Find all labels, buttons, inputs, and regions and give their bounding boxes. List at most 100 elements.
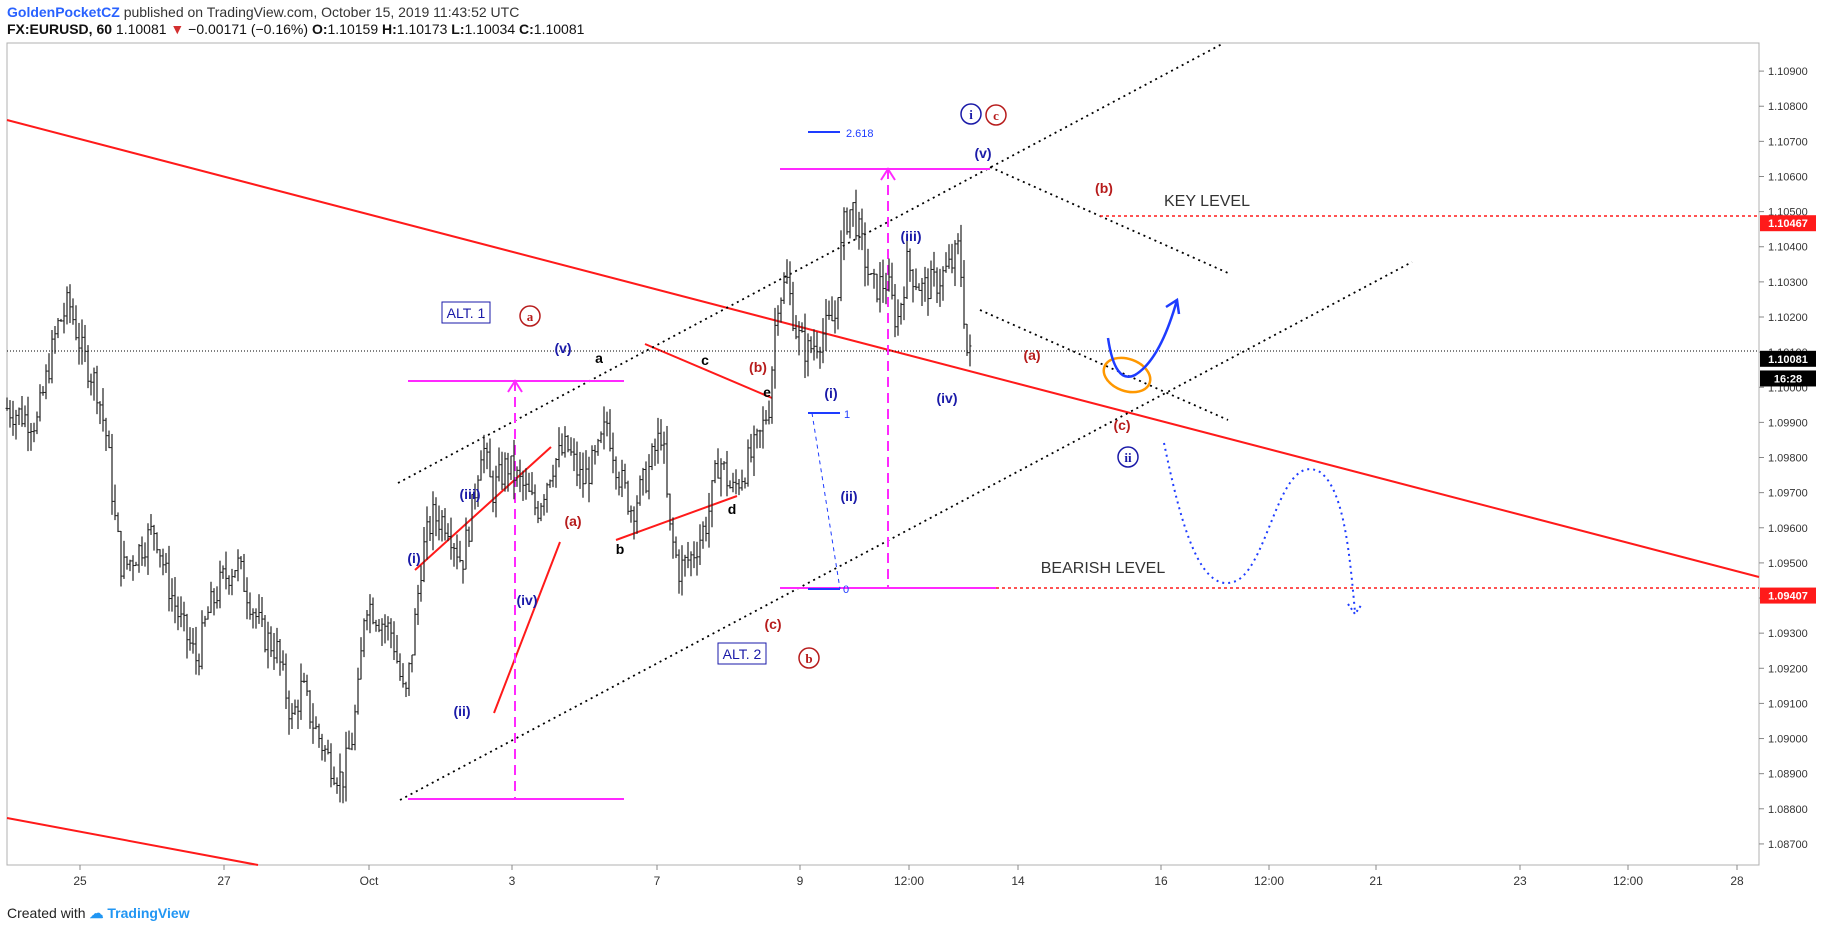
wave-label[interactable]: d [728,501,737,517]
wave-label[interactable]: (ii) [840,488,857,504]
wave-label[interactable]: (iv) [517,592,538,608]
price-tick-label: 1.09100 [1768,698,1808,710]
close-value: 1.10081 [533,21,585,37]
circled-wave-marker[interactable] [1117,446,1139,468]
high-label: H: [382,21,397,37]
bullish-arrow-path[interactable] [1106,299,1179,378]
tradingview-logo-icon[interactable]: ☁ [89,905,104,921]
time-tick-label: 23 [1513,874,1527,888]
bearish-forecast-path[interactable] [1163,442,1356,613]
time-axis[interactable]: 25 27 Oct 3 7 9 12:00 14 16 12:00 21 23 12:00 28 [73,865,1744,888]
flag-upper[interactable] [989,166,1229,274]
price-marker-text: 1.10081 [1768,354,1808,366]
price-tick-label: 1.10400 [1768,242,1808,254]
symbol-name[interactable]: FX:EURUSD, 60 [7,21,113,37]
wave-label[interactable]: (i) [824,385,837,401]
wave-label[interactable]: (b) [1095,180,1113,196]
wave-labels: (i) (ii) (iii) (iv) (v) (i) (ii) (iii) (iv) (v) (a… [407,103,1250,719]
price-tick-label: 1.09000 [1768,734,1808,746]
price-marker-box[interactable] [1760,370,1816,387]
wave-label[interactable]: c [701,352,709,368]
price-marker-text: 1.10467 [1768,218,1808,230]
circled-wave-marker[interactable] [985,104,1007,126]
time-tick-label: 27 [217,874,231,888]
wave-label[interactable]: b [616,541,625,557]
open-label: O: [311,21,328,37]
triangle-upper-line[interactable] [644,343,773,399]
high-value: 1.10173 [396,21,448,37]
triangle-lower-line[interactable] [615,495,738,541]
wave-label[interactable]: (a) [564,513,581,529]
circled-wave-label: a [527,309,534,324]
symbol-legend: FX:EURUSD, 60 1.10081 ▼ −0.00171 (−0.16%… [7,21,584,37]
price-tick-label: 1.08800 [1768,804,1808,816]
circled-wave-label: b [805,651,812,666]
level-label[interactable]: BEARISH LEVEL [1041,560,1166,577]
price-tick-label: 1.09800 [1768,453,1808,465]
price-marker-box[interactable] [1760,215,1816,232]
diagonal-upper-line[interactable] [414,446,552,571]
wave-label[interactable]: e [763,384,771,400]
fib-level-label: 0 [843,584,849,596]
forecast-paths [1099,297,1363,616]
bullish-arrow-head [1165,297,1181,315]
wave-label[interactable]: (iii) [460,486,481,502]
price-tick-label: 1.10600 [1768,171,1808,183]
wave-label[interactable]: (i) [407,550,420,566]
trend-lines [6,43,1760,866]
circled-wave-label: c [993,108,999,123]
wave-label[interactable]: (c) [1113,417,1130,433]
wave-label[interactable]: (c) [764,616,781,632]
diagonal-lower-line[interactable] [493,541,561,714]
price-marker-box[interactable] [1760,587,1816,604]
price-tick-label: 1.10200 [1768,312,1808,324]
level-label[interactable]: KEY LEVEL [1164,193,1250,210]
channel-upper[interactable] [397,43,1223,484]
price-tick-label: 1.10800 [1768,101,1808,113]
channel-lower[interactable] [399,261,1413,801]
open-value: 1.10159 [327,21,379,37]
fib-diagonal [811,412,841,590]
publish-info: GoldenPocketCZ published on TradingView.… [7,4,519,20]
time-tick-label: 28 [1730,874,1744,888]
price-bars[interactable] [5,189,972,804]
wave-label[interactable]: (b) [749,359,767,375]
time-tick-label: 16 [1154,874,1168,888]
price-axis[interactable]: 1.109001.108001.107001.106001.105001.104… [1759,66,1808,851]
circled-wave-label: ii [1124,450,1132,465]
alt-box[interactable] [717,642,767,665]
mm2-arrow-head [880,167,896,181]
circled-wave-marker[interactable] [960,103,982,125]
price-marker-text: 16:28 [1774,373,1802,385]
price-tick-label: 1.09300 [1768,628,1808,640]
publisher-name[interactable]: GoldenPocketCZ [7,4,120,20]
price-tick-label: 1.09700 [1768,488,1808,500]
circled-wave-marker[interactable] [798,647,820,669]
alt-box[interactable] [441,301,491,324]
time-tick-label: 12:00 [1613,874,1643,888]
tradingview-brand[interactable]: TradingView [107,905,190,921]
wave-label[interactable]: (v) [974,145,991,161]
wave-label[interactable]: (ii) [453,703,470,719]
wave-label[interactable]: a [595,350,603,366]
price-change: −0.00171 (−0.16%) [188,21,309,37]
mm1-arrow-head [507,379,523,393]
fib-level-label: 1 [844,409,850,421]
lower-trend-line[interactable] [6,817,259,866]
circled-wave-marker[interactable] [519,305,541,327]
wave-label[interactable]: (iv) [937,390,958,406]
upper-trend-line[interactable] [6,119,1760,578]
wave-label[interactable]: (a) [1023,347,1040,363]
wave-label[interactable]: (v) [554,340,571,356]
target-ellipse[interactable] [1099,352,1155,398]
price-tick-label: 1.09500 [1768,558,1808,570]
price-tick-label: 1.09900 [1768,417,1808,429]
time-tick-label: Oct [360,874,379,888]
price-marker-box[interactable] [1760,350,1816,367]
last-price: 1.10081 [115,21,167,37]
wave-label[interactable]: (iii) [901,228,922,244]
created-with-text: Created with [7,905,86,921]
published-text: published on TradingView.com, October 15… [123,4,520,20]
price-markers: 1.10467 1.10081 16:28 1.09407 [1760,215,1816,604]
